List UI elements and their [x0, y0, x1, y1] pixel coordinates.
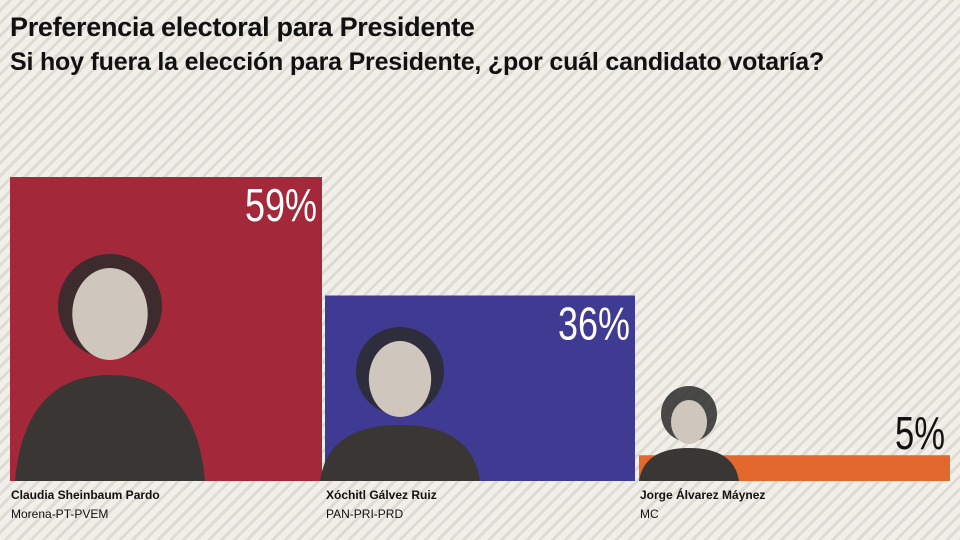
candidate-photo — [639, 386, 739, 481]
candidate-party-label: MC — [640, 507, 659, 521]
candidate-photo — [15, 254, 205, 481]
candidate-party-label: Morena-PT-PVEM — [11, 507, 109, 521]
candidate-name-label: Jorge Álvarez Máynez — [640, 488, 766, 502]
candidate-name-label: Xóchitl Gálvez Ruiz — [326, 488, 437, 502]
chart-title: Preferencia electoral para Presidente — [10, 12, 475, 42]
bar-value-label: 36% — [558, 298, 630, 350]
bar-value-label: 59% — [245, 179, 317, 231]
bar-value-label: 5% — [895, 407, 945, 459]
candidate-name-label: Claudia Sheinbaum Pardo — [11, 488, 160, 502]
chart-subtitle: Si hoy fuera la elección para Presidente… — [10, 48, 825, 76]
candidate-photo — [320, 327, 480, 481]
candidate-party-label: PAN-PRI-PRD — [326, 507, 404, 521]
